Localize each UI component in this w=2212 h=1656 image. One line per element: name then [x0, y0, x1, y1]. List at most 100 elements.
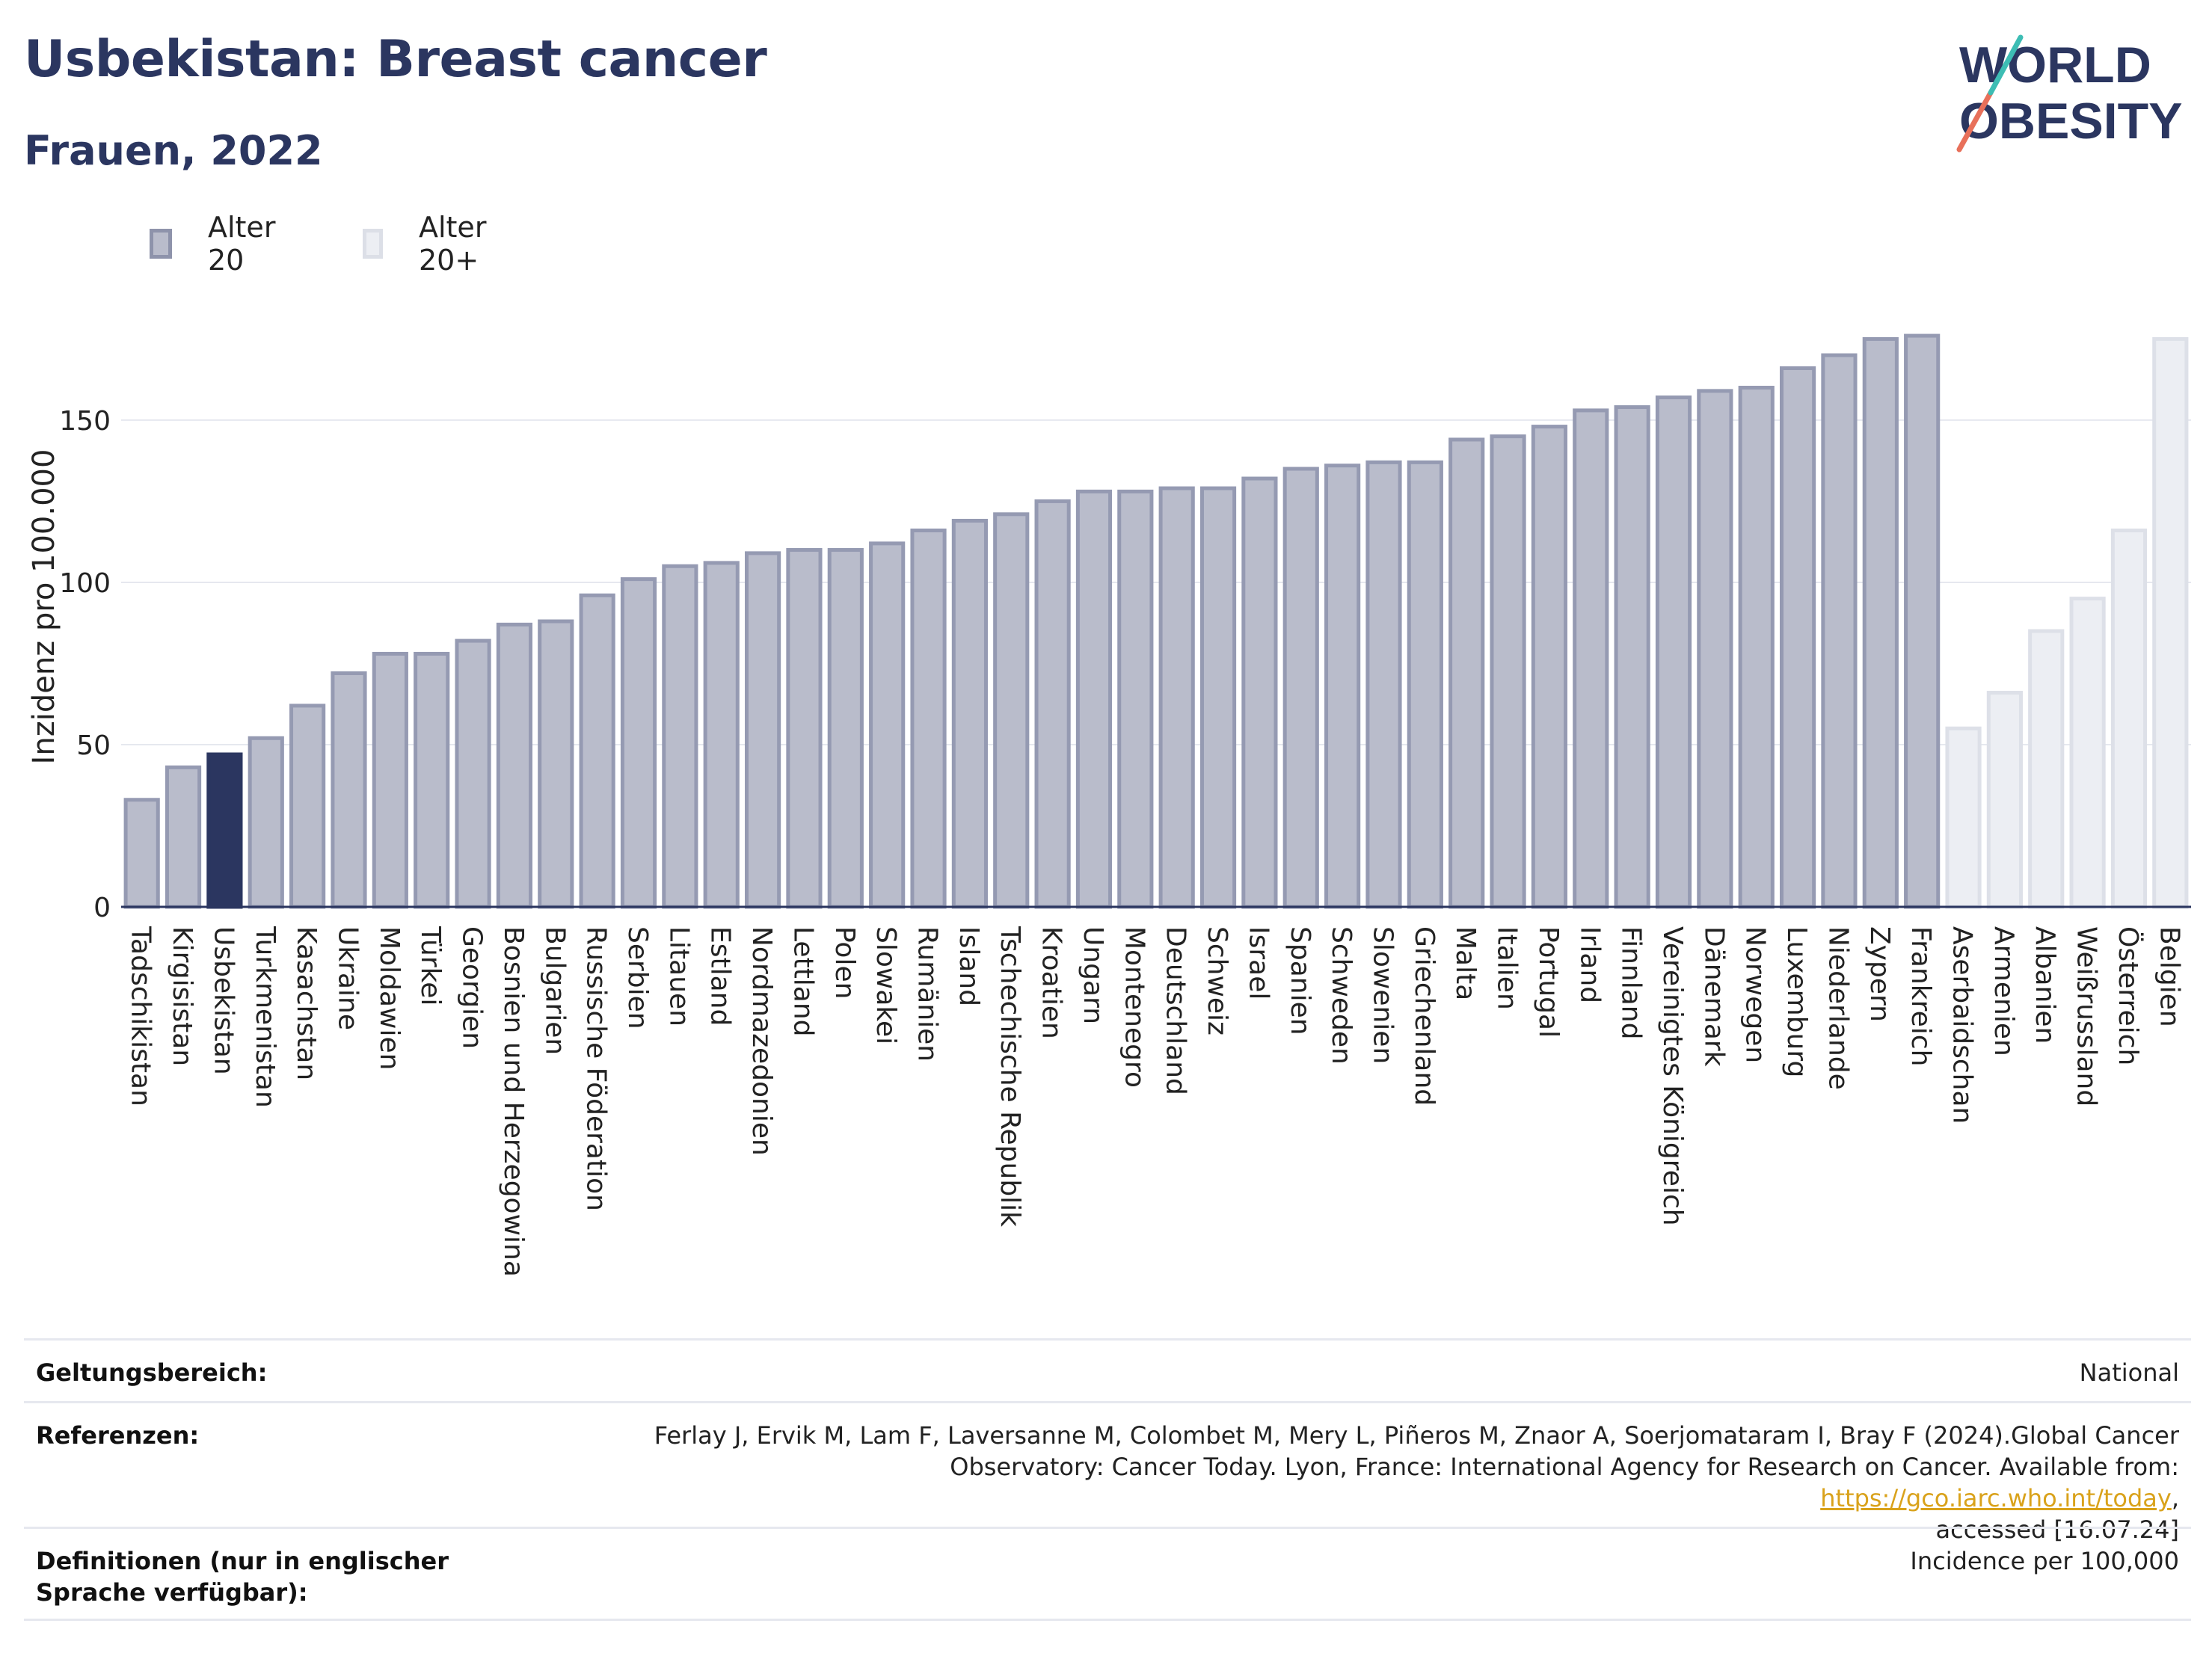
x-tick-label: Montenegro [1119, 926, 1149, 1088]
bar [2028, 629, 2065, 909]
x-tick-label: Slowenien [1367, 926, 1398, 1064]
bar [165, 765, 202, 909]
x-tick-label: Usbekistan [208, 926, 239, 1075]
bar [1158, 486, 1195, 909]
references-link[interactable]: https://gco.iarc.who.int/today [1820, 1484, 2172, 1512]
x-tick-label: Kroatien [1036, 926, 1067, 1039]
y-tick-label: 100 [59, 568, 111, 599]
x-tick-label: Türkei [415, 926, 446, 1006]
bar [1614, 405, 1650, 909]
chart-footer: Geltungsbereich: National Referenzen: Fe… [24, 1338, 2191, 1621]
x-tick-label: Vereinigtes Königreich [1657, 926, 1688, 1226]
bar [1779, 366, 1816, 909]
x-tick-label: Griechenland [1409, 926, 1440, 1106]
x-tick-label: Ukraine [332, 926, 363, 1030]
bar [2069, 597, 2106, 909]
x-tick-label: Bosnien und Herzegowina [498, 926, 529, 1277]
x-tick-label: Tschechische Republik [995, 926, 1025, 1227]
logo-line2: OBESITY [1959, 93, 2183, 150]
footer-row-scope: Geltungsbereich: National [24, 1338, 2191, 1401]
bar [1697, 389, 1733, 909]
y-axis-title: Inzidenz pro 100.000 [27, 449, 61, 765]
x-tick-label: Italien [1492, 926, 1523, 1010]
x-tick-label: Island [953, 926, 984, 1006]
references-label: Referenzen: [36, 1421, 200, 1450]
x-tick-label: Weißrussland [2071, 926, 2102, 1106]
bar [1490, 434, 1526, 909]
y-tick-label: 50 [76, 730, 111, 761]
bar [289, 704, 326, 909]
bar [910, 528, 947, 909]
bar [1573, 408, 1609, 909]
x-tick-label: Turkmenistan [250, 926, 280, 1108]
x-tick-label: Dänemark [1698, 926, 1729, 1067]
x-tick-label: Portugal [1533, 926, 1564, 1038]
legend-swatch-alter-20 [150, 229, 172, 259]
bar [331, 671, 367, 909]
references-text-4: accessed [16.07.24] [1935, 1515, 2179, 1544]
bar [869, 541, 906, 909]
x-tick-label: Norwegen [1740, 926, 1771, 1063]
bar [1655, 395, 1692, 909]
bar [1075, 489, 1113, 909]
bar [662, 564, 698, 909]
x-tick-label: Polen [829, 926, 860, 999]
x-tick-label: Österreich [2113, 926, 2144, 1065]
x-tick-label: Kasachstan [291, 926, 322, 1080]
x-tick-label: Deutschland [1161, 926, 1191, 1095]
world-obesity-logo[interactable]: WORLD OBESITY [1944, 30, 2199, 164]
references-value: Ferlay J, Ervik M, Lam F, Laversanne M, … [609, 1420, 2179, 1545]
x-tick-label: Bulgarien [539, 926, 570, 1055]
bar [1034, 499, 1071, 909]
x-tick-label: Albanien [2030, 926, 2060, 1044]
chart-title: Usbekistan: Breast cancer [24, 30, 767, 89]
x-tick-label: Israel [1243, 926, 1274, 1000]
x-tick-label: Niederlande [1822, 926, 1853, 1090]
x-tick-label: Belgien [2154, 926, 2184, 1027]
x-tick-label: Malta [1450, 926, 1481, 1000]
bar [579, 593, 615, 909]
bar [1117, 489, 1154, 909]
chart-subtitle: Frauen, 2022 [24, 127, 323, 174]
legend-item-alter-20-plus[interactable]: Alter 20+ [363, 211, 496, 277]
x-tick-label: Slowakei [870, 926, 901, 1044]
bar [1448, 437, 1485, 909]
bar [703, 561, 740, 909]
bar [496, 622, 533, 909]
bar [538, 619, 574, 909]
x-tick-label: Frankreich [1905, 926, 1936, 1066]
bar [1945, 726, 1982, 909]
bar [1904, 333, 1941, 909]
bar [827, 548, 864, 909]
x-tick-label: Estland [705, 926, 736, 1026]
y-tick-label: 150 [59, 406, 111, 437]
footer-row-references: Referenzen: Ferlay J, Ervik M, Lam F, La… [24, 1401, 2191, 1544]
x-tick-label: Finnland [1616, 926, 1647, 1039]
x-tick-label: Rumänien [912, 926, 943, 1062]
scope-label: Geltungsbereich: [36, 1358, 268, 1387]
bar [1986, 691, 2023, 909]
references-text-2: Observatory: Cancer Today. Lyon, France:… [950, 1453, 2179, 1481]
bar [1365, 460, 1402, 909]
x-tick-label: Armenien [1988, 926, 2019, 1056]
bar [1241, 476, 1278, 909]
x-tick-label: Tadschikistan [126, 926, 156, 1106]
legend-label-alter-20: Alter 20 [207, 211, 276, 277]
x-tick-label: Georgien [457, 926, 488, 1049]
y-tick-label: 0 [93, 893, 111, 923]
x-tick-label: Zypern [1864, 926, 1895, 1022]
bar [1282, 467, 1319, 909]
legend-item-alter-20[interactable]: Alter 20 [150, 211, 283, 277]
legend-swatch-alter-20-plus [363, 229, 383, 259]
bar [2110, 528, 2148, 909]
x-tick-label: Kirgisistan [167, 926, 197, 1066]
x-tick-label: Serbien [622, 926, 653, 1029]
legend-label-alter-20-plus: Alter 20+ [418, 211, 487, 277]
definitions-label: Definitionen (nur in englischer Sprache … [36, 1547, 449, 1607]
bar [744, 551, 781, 909]
x-tick-label: Ungarn [1078, 926, 1108, 1024]
x-tick-label: Moldawien [374, 926, 405, 1070]
x-tick-label: Schweden [1326, 926, 1357, 1065]
x-tick-label: Aserbaidschan [1947, 926, 1978, 1124]
bar [123, 798, 160, 909]
